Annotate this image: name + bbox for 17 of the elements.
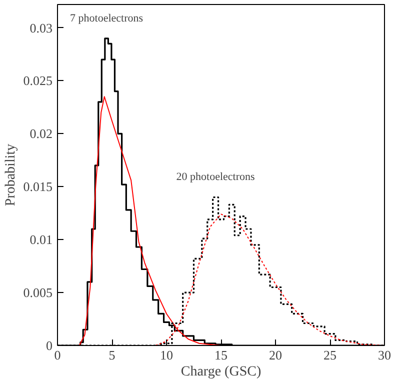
annotation: 7 photoelectrons [70, 12, 144, 24]
x-axis-title: Charge (GSC) [180, 364, 262, 380]
y-tick-label: 0.015 [23, 179, 52, 194]
y-tick-label: 0.01 [30, 232, 52, 248]
y-axis-title: Probability [3, 144, 18, 206]
x-tick-label: 25 [324, 348, 336, 362]
y-tick-label: 0.03 [30, 20, 52, 36]
y-tick-label: 0 [46, 338, 52, 353]
x-tick-label: 30 [378, 348, 391, 362]
annotation: 20 photoelectrons [176, 171, 255, 184]
x-tick-label: 20 [269, 348, 282, 362]
y-tick-label: 0.02 [30, 126, 52, 142]
x-tick-label: 15 [214, 348, 228, 362]
x-tick-label: 10 [160, 348, 173, 362]
y-tick-label: 0.005 [23, 285, 52, 300]
x-tick-label: 5 [108, 348, 116, 362]
y-tick-label: 0.025 [23, 73, 52, 88]
